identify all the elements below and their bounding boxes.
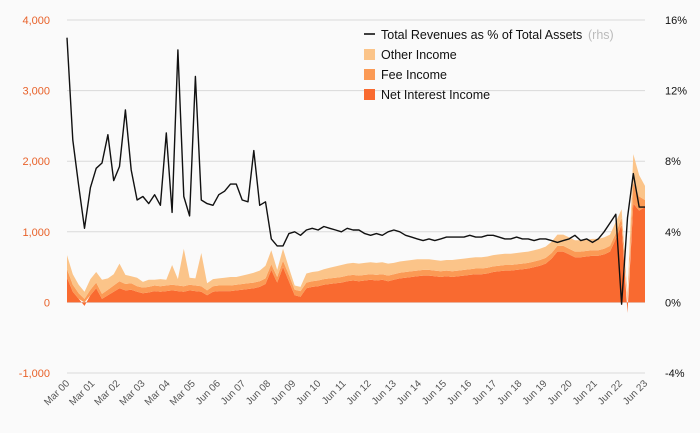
line-total-revenues-pct — [66, 37, 645, 305]
x-tick-label-3: Mar 03 — [118, 378, 148, 408]
x-tick-label-22: Jun 22 — [596, 378, 625, 407]
x-tick-label-17: Jun 17 — [470, 378, 499, 407]
legend-label-rhs: (rhs) — [588, 28, 614, 42]
x-tick-label-9: Jun 09 — [269, 378, 298, 407]
x-tick-label-16: Jun 16 — [445, 378, 474, 407]
x-tick-label-15: Jun 15 — [420, 378, 449, 407]
left-tick-label-4: 3,000 — [22, 86, 50, 98]
x-tick-label-21: Jun 21 — [571, 378, 600, 407]
x-tick-label-5: Mar 05 — [168, 378, 198, 408]
x-tick-label-19: Jun 19 — [521, 378, 550, 407]
right-axis: -4% 0% 4% 8% 12% 16% — [665, 15, 687, 380]
legend-swatch-nii — [364, 89, 375, 100]
right-tick-label-5: 16% — [665, 15, 687, 27]
right-tick-label-0: -4% — [665, 368, 685, 380]
x-tick-label-18: Jun 18 — [495, 378, 524, 407]
x-tick-label-23: Jun 23 — [621, 378, 650, 407]
x-tick-label-7: Jun 07 — [219, 378, 248, 407]
legend-swatch-other — [364, 49, 375, 60]
right-tick-label-3: 8% — [665, 156, 681, 168]
x-tick-label-10: Jun 10 — [294, 378, 323, 407]
legend-label-line: Total Revenues as % of Total Assets — [381, 28, 582, 42]
x-tick-label-8: Jun 08 — [244, 378, 273, 407]
left-tick-label-5: 4,000 — [22, 15, 50, 27]
x-tick-label-13: Jun 13 — [370, 378, 399, 407]
left-tick-label-0: -1,000 — [19, 368, 50, 380]
stacked-areas — [67, 154, 645, 313]
x-tick-label-6: Jun 06 — [194, 378, 223, 407]
legend-label-other: Other Income — [381, 48, 457, 62]
right-tick-label-4: 12% — [665, 86, 687, 98]
x-tick-label-0: Mar 00 — [42, 378, 72, 408]
area-net-interest-income — [67, 203, 645, 313]
left-tick-label-3: 2,000 — [22, 156, 50, 168]
left-tick-label-1: 0 — [44, 297, 50, 309]
x-tick-label-12: Jun 12 — [345, 378, 374, 407]
x-tick-label-11: Jun 11 — [320, 378, 349, 407]
left-axis: -1,000 0 1,000 2,000 3,000 4,000 — [19, 15, 50, 380]
right-tick-label-1: 0% — [665, 297, 681, 309]
area-fee-income — [67, 182, 645, 303]
x-tick-label-20: Jun 20 — [546, 378, 575, 407]
x-tick-label-14: Jun 14 — [395, 378, 424, 407]
x-tick-label-4: Mar 04 — [143, 378, 173, 408]
left-tick-label-2: 1,000 — [22, 227, 50, 239]
legend-label-nii: Net Interest Income — [381, 88, 490, 102]
revenue-line — [66, 37, 645, 305]
legend-swatch-fee — [364, 69, 375, 80]
right-tick-label-2: 4% — [665, 227, 681, 239]
x-tick-label-1: Mar 01 — [67, 378, 97, 408]
legend-label-fee: Fee Income — [381, 68, 447, 82]
x-tick-label-2: Mar 02 — [93, 378, 123, 408]
area-other-income — [67, 154, 645, 299]
legend: Total Revenues as % of Total Assets (rhs… — [364, 28, 614, 102]
